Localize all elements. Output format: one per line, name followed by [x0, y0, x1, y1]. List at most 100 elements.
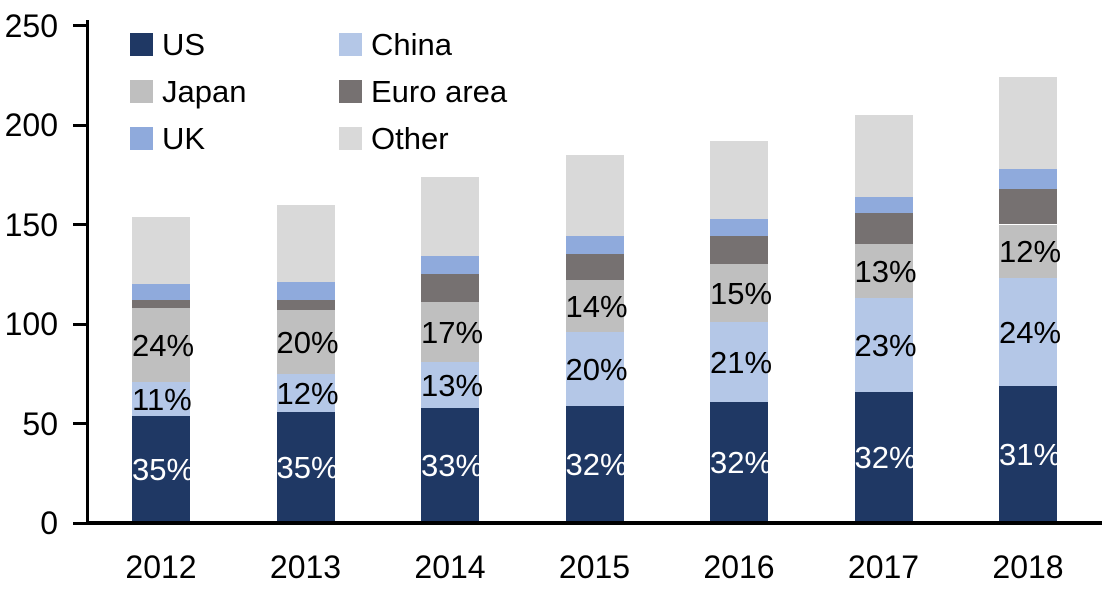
segment-percent-label: 13% — [854, 254, 917, 290]
legend-swatch-other-icon — [339, 127, 362, 150]
segment-percent-label: 33% — [421, 448, 484, 484]
bar-segment-china-2012: 11% — [132, 381, 192, 417]
legend-label-other: Other — [371, 121, 449, 156]
segment-percent-label: 32% — [710, 445, 773, 481]
bar-segment-euro-area-2013 — [276, 300, 335, 311]
y-tick-mark-100 — [73, 322, 86, 326]
legend-item-euro-area: Euro area — [339, 69, 507, 115]
x-tick-label-2018: 2018 — [992, 549, 1064, 585]
y-tick-mark-250 — [73, 24, 86, 27]
segment-percent-label: 31% — [999, 437, 1062, 473]
bar-segment-other-2015 — [565, 154, 624, 237]
segment-percent-label: 13% — [421, 367, 484, 403]
bar-segment-other-2013 — [276, 204, 335, 283]
segment-percent-label: 12% — [999, 234, 1062, 270]
legend-swatch-euro-area-icon — [339, 80, 362, 103]
segment-percent-label: 20% — [276, 324, 339, 360]
bar-segment-uk-2014 — [421, 256, 479, 275]
segment-percent-label: 12% — [276, 375, 339, 411]
bar-segment-us-2013: 35% — [276, 411, 339, 523]
bar-segment-other-2017 — [854, 115, 913, 197]
segment-percent-label: 32% — [565, 447, 628, 483]
legend-label-euro-area: Euro area — [371, 74, 508, 109]
legend-label-us: US — [162, 27, 206, 62]
y-tick-label-0: 0 — [40, 505, 58, 541]
bar-segment-japan-2014: 17% — [421, 302, 483, 362]
bar-segment-euro-area-2015 — [565, 254, 624, 281]
bar-segment-china-2018: 24% — [999, 278, 1062, 386]
segment-percent-label: 14% — [565, 289, 628, 325]
legend-label-uk: UK — [162, 121, 206, 156]
bar-segment-china-2014: 13% — [421, 361, 484, 408]
legend-swatch-china-icon — [339, 33, 362, 56]
legend-item-uk: UK — [130, 116, 205, 162]
bar-segment-euro-area-2014 — [421, 274, 479, 303]
y-tick-label-100: 100 — [4, 306, 58, 342]
legend-label-china: China — [371, 27, 452, 62]
legend-item-japan: Japan — [130, 69, 246, 115]
segment-percent-label: 24% — [132, 327, 195, 363]
legend-swatch-uk-icon — [130, 127, 153, 150]
bar-segment-euro-area-2017 — [854, 212, 913, 245]
bar-segment-uk-2015 — [565, 236, 624, 255]
bar-segment-uk-2018 — [999, 168, 1057, 189]
x-axis-line — [86, 521, 1102, 525]
segment-percent-label: 35% — [276, 450, 339, 486]
segment-percent-label: 32% — [854, 440, 917, 476]
bar-segment-japan-2015: 14% — [565, 280, 628, 332]
legend-item-us: US — [130, 22, 205, 68]
bar-segment-other-2016 — [710, 140, 768, 219]
x-tick-label-2015: 2015 — [558, 549, 631, 585]
y-tick-label-200: 200 — [4, 107, 58, 143]
legend-swatch-japan-icon — [130, 80, 153, 103]
y-axis-line — [86, 20, 89, 525]
bar-segment-other-2012 — [132, 216, 190, 285]
bar-segment-china-2015: 20% — [565, 331, 628, 406]
x-tick-label-2017: 2017 — [847, 549, 920, 585]
bar-segment-us-2018: 31% — [999, 385, 1062, 523]
bar-segment-uk-2016 — [710, 218, 768, 237]
y-tick-mark-0 — [73, 521, 86, 525]
y-tick-mark-200 — [73, 123, 86, 127]
x-tick-label-2016: 2016 — [703, 549, 775, 585]
bar-segment-euro-area-2016 — [710, 236, 768, 265]
bar-segment-china-2016: 21% — [710, 322, 773, 402]
bar-segment-euro-area-2012 — [132, 300, 190, 309]
bar-segment-china-2013: 12% — [276, 373, 339, 412]
bar-segment-uk-2017 — [854, 196, 913, 213]
x-tick-label-2012: 2012 — [125, 549, 197, 585]
x-tick-label-2014: 2014 — [414, 549, 486, 585]
bar-segment-us-2012: 35% — [132, 415, 195, 523]
segment-percent-label: 15% — [710, 276, 773, 312]
segment-percent-label: 21% — [710, 344, 773, 380]
segment-percent-label: 24% — [999, 314, 1062, 350]
legend-item-china: China — [339, 22, 452, 68]
bar-segment-us-2016: 32% — [710, 401, 773, 523]
segment-percent-label: 35% — [132, 452, 195, 488]
y-tick-label-150: 150 — [4, 206, 58, 243]
segment-percent-label: 23% — [854, 327, 917, 363]
bar-segment-japan-2017: 13% — [854, 244, 917, 299]
bar-segment-us-2017: 32% — [854, 391, 917, 523]
y-tick-label-50: 50 — [22, 405, 58, 442]
bar-segment-us-2015: 32% — [565, 405, 628, 523]
bar-segment-uk-2012 — [132, 284, 190, 301]
y-tick-mark-50 — [73, 422, 86, 425]
segment-percent-label: 11% — [132, 381, 192, 417]
y-tick-mark-150 — [73, 223, 86, 226]
segment-percent-label: 20% — [565, 351, 628, 387]
bar-segment-japan-2016: 15% — [710, 264, 773, 322]
legend-swatch-us-icon — [130, 33, 153, 56]
bar-segment-japan-2018: 12% — [999, 224, 1062, 279]
legend-item-other: Other — [339, 116, 449, 162]
x-tick-label-2013: 2013 — [269, 549, 342, 585]
bar-segment-uk-2013 — [276, 282, 335, 301]
legend-label-japan: Japan — [162, 74, 247, 109]
bar-segment-other-2014 — [421, 176, 479, 257]
bar-segment-other-2018 — [999, 77, 1057, 169]
y-tick-label-250: 250 — [4, 7, 58, 44]
bar-segment-japan-2012: 24% — [132, 308, 195, 382]
bar-segment-china-2017: 23% — [854, 298, 917, 392]
bar-segment-japan-2013: 20% — [276, 310, 339, 374]
